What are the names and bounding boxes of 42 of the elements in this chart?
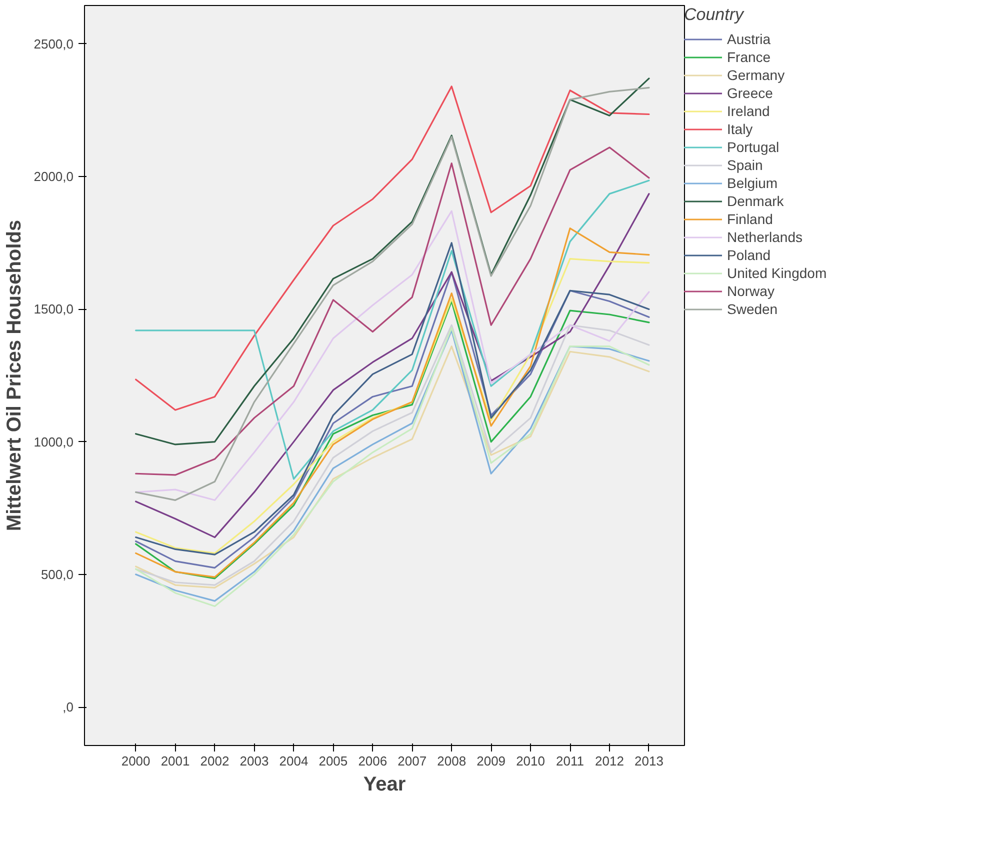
line-series [135, 86, 650, 501]
legend-label: France [727, 48, 771, 66]
legend-label: Belgium [727, 174, 778, 192]
x-tick-label: 2009 [476, 754, 506, 768]
legend-title: Country [684, 5, 746, 25]
y-tick-label: 1500,0 [34, 302, 74, 317]
legend-label: United Kingdom [727, 264, 827, 282]
y-tick-label: ,0 [62, 700, 74, 715]
legend-label: Spain [727, 156, 763, 174]
x-tick-label: 2001 [160, 754, 190, 768]
line-series [135, 193, 650, 538]
x-tick-label: 2011 [556, 754, 584, 768]
x-tick-label: 2007 [398, 754, 427, 768]
y-tick-label: 500,0 [40, 566, 74, 582]
legend-label: Portugal [727, 138, 780, 156]
legend-label: Norway [727, 282, 774, 300]
y-axis-title: Mittelwert Oil Prices Households [4, 220, 26, 532]
x-tick-label: 2012 [595, 754, 624, 768]
x-tick-label: 2002 [200, 754, 230, 768]
legend-label: Sweden [727, 300, 778, 318]
legend-label: Poland [727, 246, 771, 264]
x-tick-label: 2006 [358, 754, 388, 768]
x-tick-label: 2013 [634, 754, 664, 768]
y-tick-label: 2500,0 [34, 36, 74, 52]
legend-label: Denmark [727, 192, 784, 210]
legend-label: Italy [727, 120, 753, 138]
y-tick-label: 2000,0 [34, 169, 74, 184]
x-tick-label: 2008 [437, 754, 466, 768]
x-tick-label: 2005 [318, 754, 348, 768]
legend-label: Ireland [727, 102, 770, 120]
y-tick-label: 1000,0 [34, 434, 74, 450]
legend-label: Netherlands [727, 228, 802, 246]
x-tick-label: 2003 [240, 754, 269, 768]
legend-label: Austria [727, 30, 771, 48]
legend-label: Finland [727, 210, 773, 228]
legend-label: Greece [727, 84, 773, 102]
x-tick-label: 2000 [121, 754, 150, 768]
x-axis-title: Year [363, 774, 406, 796]
line-series [135, 210, 650, 501]
x-tick-label: 2004 [279, 754, 308, 768]
legend-label: Germany [727, 66, 785, 84]
x-tick-label: 2010 [516, 754, 546, 768]
